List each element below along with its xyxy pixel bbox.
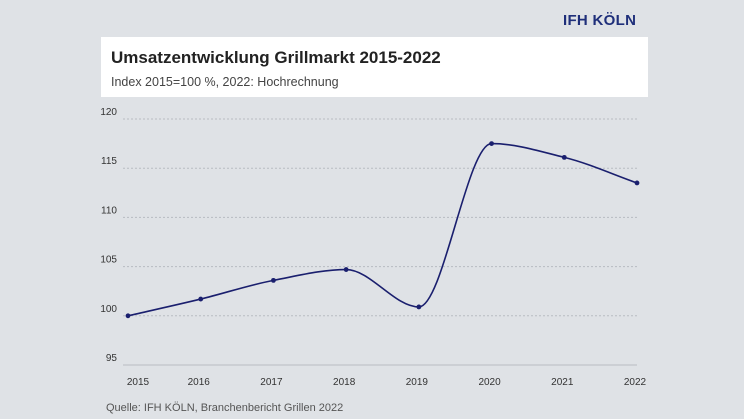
y-tick-label: 110 [101,205,117,216]
y-tick-label: 95 [106,353,118,364]
x-tick-label: 2020 [478,377,501,388]
grid-layer [123,118,637,366]
chart-subtitle: Index 2015=100 %, 2022: Hochrechnung [111,75,339,89]
data-points [125,141,640,319]
data-point [271,277,276,283]
y-tick-label: 105 [100,255,117,266]
y-tick-label: 120 [100,107,117,118]
y-tick-label: 100 [100,304,117,315]
x-tick-label: 2016 [188,377,211,388]
chart-title: Umsatzentwicklung Grillmarkt 2015-2022 [111,48,441,67]
x-tick-label: 2021 [551,377,574,388]
data-point [561,154,567,160]
x-tick-label: 2019 [406,377,429,388]
data-point [198,296,204,302]
y-tick-label: 115 [101,156,117,167]
x-tick-label: 2017 [260,377,283,388]
x-axis-labels: 2015 2016 2017 2018 2019 2020 2021 2022 [127,377,647,388]
y-axis-labels: 95 100 105 110 115 120 [100,107,117,364]
data-point [634,180,640,186]
data-point [489,141,494,147]
x-tick-label: 2022 [624,377,647,388]
data-point [343,267,349,272]
series-line [127,142,638,317]
brand-logo: IFH KÖLN [563,12,637,29]
x-tick-label: 2018 [333,377,356,388]
source-note: Quelle: IFH KÖLN, Branchenbericht Grille… [106,402,344,414]
x-tick-label: 2015 [127,377,150,388]
data-point [416,304,422,310]
title-box: Umsatzentwicklung Grillmarkt 2015-2022 I… [101,37,648,97]
data-point [125,313,131,319]
